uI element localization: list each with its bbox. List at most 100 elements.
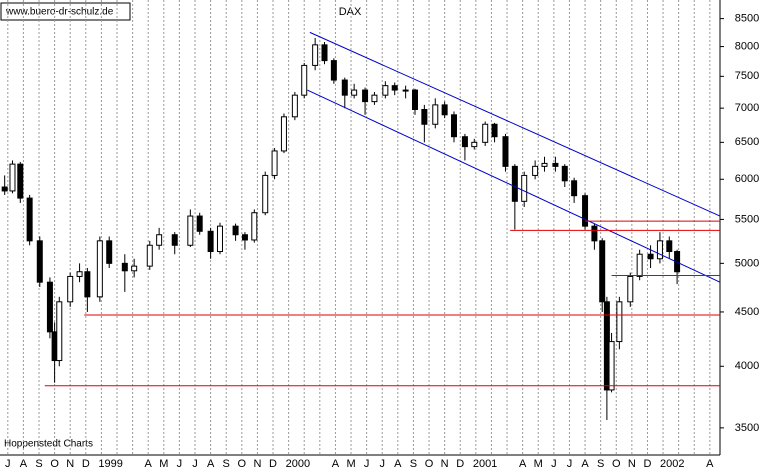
candle-body [280, 116, 287, 152]
y-tick-label: 7000 [735, 102, 759, 114]
x-tick-label: M [534, 458, 543, 470]
x-tick-label: M [346, 458, 355, 470]
candle-body [321, 44, 328, 62]
candle-body [402, 89, 409, 92]
candle-body [482, 123, 489, 143]
x-tick-label: 2000 [286, 458, 310, 470]
candle-body [330, 60, 337, 81]
candle-body [541, 162, 548, 167]
x-tick-label: A [581, 458, 589, 470]
candle-body [511, 165, 518, 202]
candle-body [196, 215, 203, 232]
candle-body [121, 262, 128, 272]
candle-body [26, 197, 33, 242]
candle-body [391, 85, 398, 91]
y-tick-label: 5500 [735, 213, 759, 225]
candle-body [9, 163, 16, 192]
x-tick-label: 2001 [473, 458, 497, 470]
y-tick-label: 7500 [735, 70, 759, 82]
candle-body [591, 225, 598, 242]
candle-body [271, 150, 278, 176]
candle-body [552, 162, 559, 167]
x-tick-label: D [269, 458, 277, 470]
candle-body [262, 174, 269, 214]
candle-body [341, 79, 348, 96]
candle-body [666, 240, 673, 253]
x-tick-label: M [159, 458, 168, 470]
y-tick-label: 3500 [735, 422, 759, 434]
y-tick-label: 4500 [735, 306, 759, 318]
candle-body [450, 114, 457, 138]
candle-body [656, 240, 663, 260]
x-tick-label: S [597, 458, 604, 470]
x-tick-label: S [410, 458, 417, 470]
candle-body [362, 89, 369, 103]
x-tick-label: A [394, 458, 402, 470]
candle-body [241, 234, 248, 241]
candle-body [36, 240, 43, 283]
x-tick-label: J [192, 458, 198, 470]
candle-body [491, 123, 498, 138]
candle-body [17, 163, 24, 199]
x-tick-label: N [253, 458, 261, 470]
candle-body [441, 104, 448, 116]
x-tick-label: O [50, 458, 59, 470]
candle-body [627, 275, 634, 303]
candle-body [232, 225, 239, 236]
site-box [0, 2, 131, 21]
candle-body [207, 230, 214, 253]
candle-body [171, 234, 178, 246]
candle-body [146, 244, 153, 267]
candle-body [461, 136, 468, 148]
candle-body [1, 186, 8, 192]
candle-body [411, 89, 418, 110]
candle-body [251, 212, 258, 241]
candle-body [647, 253, 654, 260]
trend-line [307, 89, 721, 283]
candle-body [156, 234, 163, 246]
trend-line [309, 31, 721, 217]
x-tick-label: O [425, 458, 434, 470]
x-tick-label: J [379, 458, 385, 470]
source-label: Hoppenstedt Charts [4, 439, 93, 450]
candle-body [301, 64, 308, 96]
candle-body [312, 44, 319, 66]
candle-body [421, 108, 428, 125]
candle-body [521, 174, 528, 202]
y-tick-label: 6500 [735, 136, 759, 148]
y-tick-label: 6000 [735, 173, 759, 185]
x-tick-label: S [223, 458, 230, 470]
x-tick-label: 1999 [98, 458, 122, 470]
y-tick-label: 8000 [735, 40, 759, 52]
x-tick-label: J [5, 458, 11, 470]
x-tick-label: D [643, 458, 651, 470]
x-tick-label: O [612, 458, 621, 470]
candle-body [46, 281, 53, 333]
candle-body [616, 301, 623, 343]
x-tick-label: S [35, 458, 42, 470]
candle-body [471, 141, 478, 148]
x-tick-label: D [456, 458, 464, 470]
candle-body [56, 301, 63, 362]
candle-body [84, 271, 91, 298]
candle-body [561, 165, 568, 182]
x-tick-label: A [207, 458, 215, 470]
candle-body [582, 195, 589, 227]
candle-body [67, 275, 74, 303]
x-tick-label: N [628, 458, 636, 470]
x-tick-label: 2002 [660, 458, 684, 470]
x-tick-label: A [20, 458, 28, 470]
chart-title: DAX [339, 6, 362, 18]
candle-body [76, 271, 83, 277]
y-tick-label: 4000 [735, 360, 759, 372]
y-tick-label: 5000 [735, 257, 759, 269]
x-tick-label: J [551, 458, 557, 470]
x-tick-label: J [364, 458, 370, 470]
x-tick-label: J [177, 458, 183, 470]
candle-body [608, 341, 615, 391]
x-tick-label: A [332, 458, 340, 470]
x-tick-label: O [238, 458, 247, 470]
candle-body [291, 94, 298, 118]
